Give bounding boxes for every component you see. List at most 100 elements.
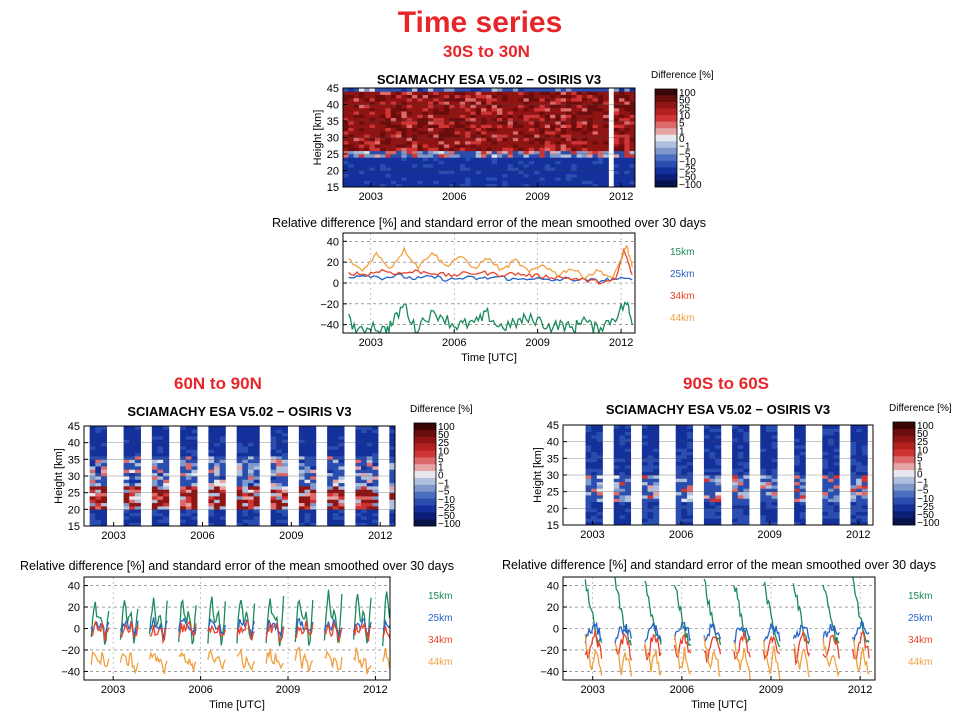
south-heatmap-cell	[675, 498, 682, 503]
tropics-heatmap-cell	[550, 160, 556, 165]
tropics-heatmap-cell	[581, 88, 588, 92]
north-heatmap-cell	[276, 519, 283, 524]
north-heatmap-cell	[129, 522, 136, 527]
tropics-heatmap-cell	[502, 94, 508, 99]
south-heatmap-cell	[653, 431, 660, 436]
tropics-heatmap-cell	[427, 170, 434, 175]
north-heatmap-cell	[281, 426, 288, 430]
south-heatmap-cell	[613, 505, 620, 509]
tropics-heatmap-cell	[443, 150, 450, 155]
tropics-heatmap-cell	[613, 91, 620, 95]
tropics-heatmap-cell	[401, 97, 408, 102]
north-heatmap-cell	[151, 516, 158, 520]
south-heatmap-cell	[822, 441, 829, 446]
tropics-heatmap-cell	[443, 144, 450, 148]
tropics-heatmap-cell	[443, 111, 450, 115]
tropics-heatmap-cell	[571, 130, 577, 135]
tropics-heatmap-cell	[544, 170, 551, 175]
region-label-north: 60N to 90N	[174, 374, 262, 393]
tropics-heatmap-cell	[390, 91, 397, 95]
tropics-heatmap-cell	[454, 170, 461, 175]
tropics-heatmap-cell	[496, 111, 503, 115]
tropics-heatmap-cell	[491, 154, 498, 158]
north-heatmap-cell	[163, 436, 170, 440]
tropics-heatmap-cell	[417, 88, 424, 92]
tropics-heatmap-cell	[523, 117, 530, 122]
tropics-heatmap-cell	[364, 130, 370, 135]
tropics-heatmap-cell	[496, 147, 503, 152]
north-heatmap-cell	[389, 516, 396, 520]
tropics-heatmap-cell	[343, 121, 349, 125]
tropics-heatmap-cell	[459, 154, 466, 158]
tropics-heatmap-cell	[491, 127, 498, 132]
north-heatmap-cell	[281, 429, 288, 434]
colorbar-tick-label: −10	[679, 157, 696, 168]
tropics-heatmap-cell	[534, 144, 540, 148]
north-heatmap-cell	[338, 492, 345, 497]
tropics-heatmap-cell	[433, 114, 439, 119]
tropics-heatmap-cell	[380, 180, 386, 185]
tropics-heatmap-cell	[518, 127, 524, 132]
tropics-heatmap-cell	[470, 94, 477, 99]
tropics-heatmap-cell	[348, 157, 355, 161]
north-heatmap-cell	[185, 496, 192, 500]
tropics-heatmap-cell	[369, 88, 376, 92]
tropics-heatmap-cell	[348, 124, 355, 128]
tropics-heatmap-cell	[454, 173, 461, 178]
tropics-heatmap-cell	[624, 130, 631, 135]
north-heatmap-cell	[100, 519, 108, 524]
south-heatmap-cell	[715, 515, 722, 519]
south-heatmap-cell	[822, 518, 829, 523]
south-heatmap-cell	[827, 451, 834, 456]
south-heatmap-ytick-label: 35	[547, 453, 559, 465]
tropics-heatmap-cell	[592, 134, 599, 138]
tropics-heatmap-cell	[406, 160, 413, 165]
north-heatmap-cell	[298, 466, 305, 470]
tropics-heatmap-cell	[343, 114, 349, 119]
tropics-heatmap-cell	[560, 144, 567, 148]
tropics-heatmap-cell	[364, 150, 370, 155]
tropics-heatmap-cell	[353, 173, 360, 178]
south-heatmap-cell	[653, 448, 660, 453]
north-heatmap-cell	[366, 452, 373, 457]
tropics-heatmap-cell	[454, 111, 461, 115]
colorbar-swatch	[655, 147, 677, 155]
tropics-heatmap-cell	[507, 154, 514, 158]
south-heatmap-cell	[619, 431, 626, 436]
south-heatmap-cell	[850, 485, 857, 489]
tropics-heatmap-cell	[364, 134, 370, 138]
north-heatmap-cell	[253, 429, 260, 434]
north-heatmap-cell	[355, 439, 362, 444]
north-heatmap-cell	[242, 426, 249, 430]
tropics-heatmap-cell	[544, 180, 551, 185]
south-heatmap-cell	[619, 508, 626, 513]
north-heatmap-cell	[310, 426, 317, 430]
north-heatmap-cell	[281, 502, 288, 507]
south-heatmap-cell	[709, 468, 716, 473]
north-heatmap-cell	[389, 456, 396, 460]
south-heatmap-cell	[596, 488, 603, 493]
north-heatmap-cell	[310, 439, 317, 444]
tropics-heatmap-cell	[528, 183, 535, 188]
north-heatmap-cell	[157, 486, 164, 490]
tropics-heatmap-cell	[380, 144, 386, 148]
north-heatmap-cell	[253, 426, 260, 430]
tropics-heatmap-cell	[443, 117, 450, 122]
tropics-heatmap-cell	[438, 94, 445, 99]
south-heatmap-cell	[743, 488, 750, 493]
south-heatmap-cell	[732, 455, 739, 459]
tropics-heatmap-cell	[358, 127, 365, 132]
south-heatmap-cell	[856, 445, 863, 449]
tropics-heatmap-cell	[422, 134, 429, 138]
north-heatmap-cell	[372, 426, 379, 430]
tropics-heatmap-cell	[518, 91, 524, 95]
south-heatmap-cell	[703, 478, 710, 483]
north-heatmap-cell	[100, 492, 108, 497]
south-heatmap-cell	[619, 481, 626, 486]
north-heatmap-cell	[304, 436, 311, 440]
north-heatmap-cell	[247, 432, 255, 437]
south-heatmap-cell	[641, 521, 648, 526]
north-heatmap-cell	[157, 452, 164, 457]
tropics-heatmap-cell	[581, 101, 588, 105]
tropics-heatmap-cell	[539, 134, 546, 138]
